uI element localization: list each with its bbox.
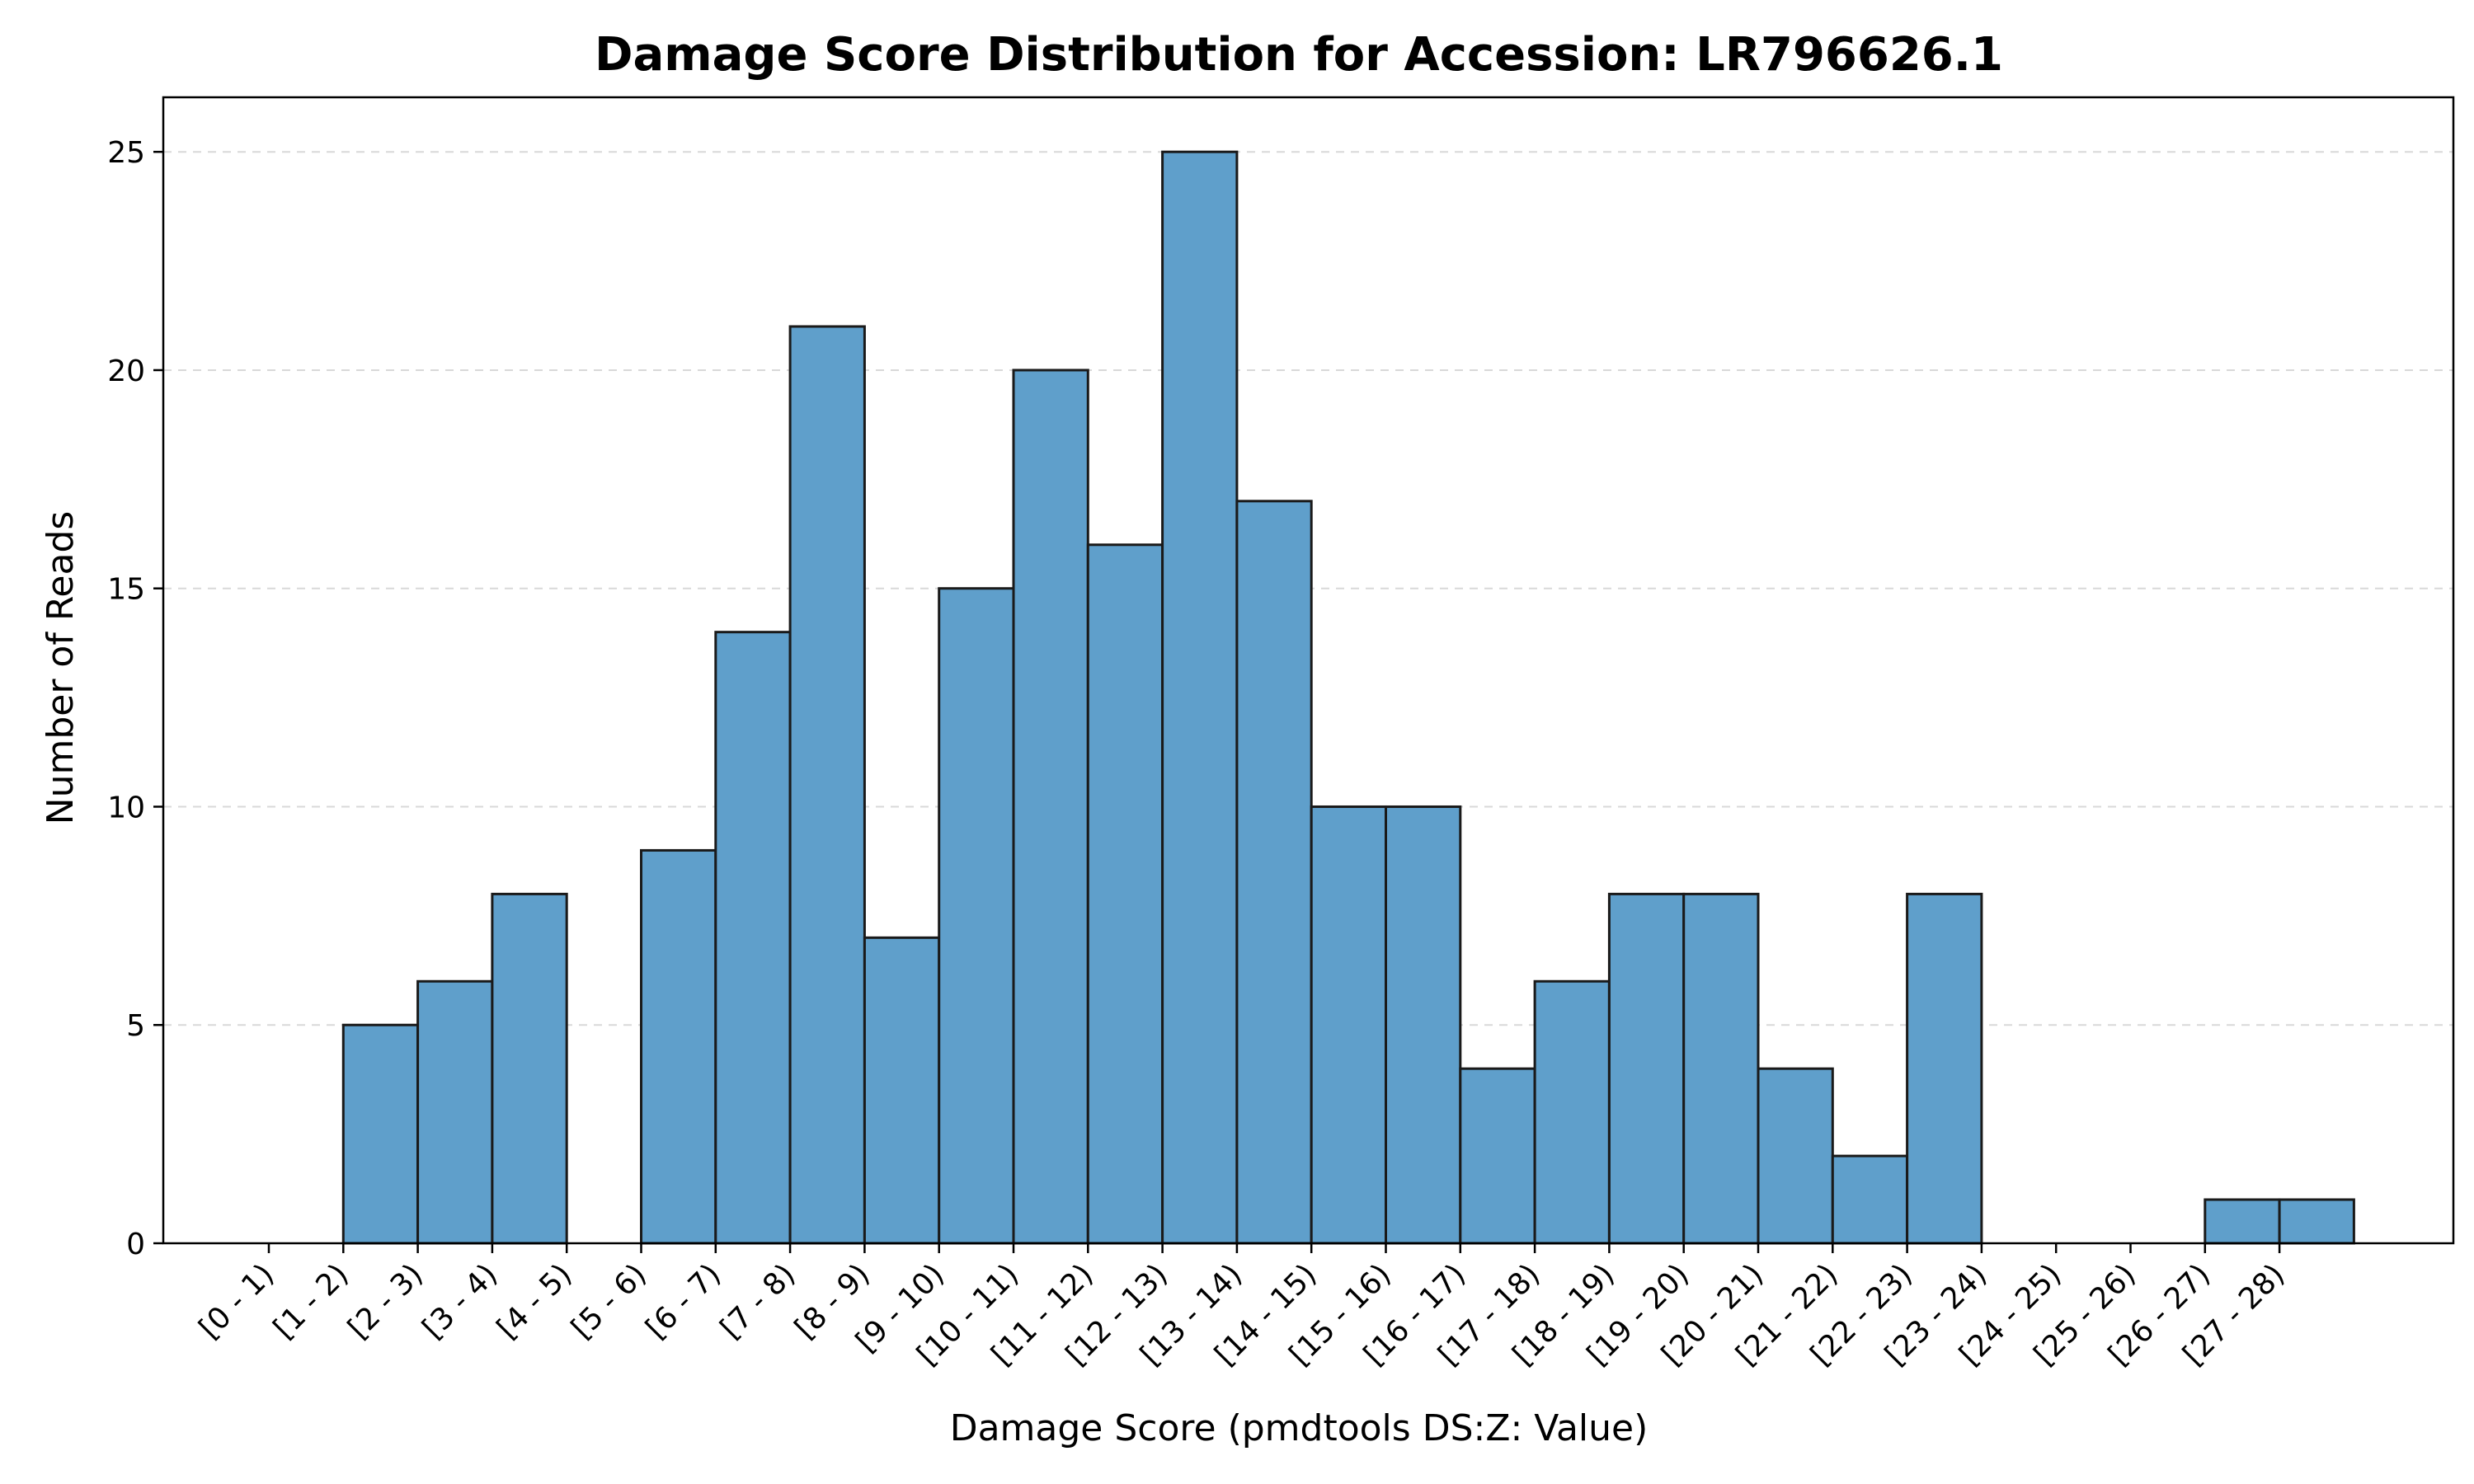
bar	[2278, 1198, 2355, 1245]
bar	[863, 936, 941, 1245]
bar	[1310, 805, 1387, 1245]
bar	[1459, 1067, 1536, 1245]
x-axis-label: Damage Score (pmdtools DS:Z: Value)	[950, 1407, 1649, 1449]
x-tick-label: [3 - 4)	[416, 1257, 505, 1345]
x-tick-label: [1 - 2)	[267, 1257, 355, 1345]
bar	[1012, 369, 1089, 1245]
x-tick-label: [7 - 8)	[714, 1257, 802, 1345]
bars	[341, 150, 2355, 1245]
x-tick-label: [2 - 3)	[341, 1257, 430, 1345]
y-tick-label: 25	[107, 136, 145, 170]
y-tick-label: 10	[107, 791, 145, 824]
bar	[1533, 979, 1611, 1245]
bar	[1385, 805, 1462, 1245]
x-tick-label: [4 - 5)	[491, 1257, 579, 1345]
bar	[1831, 1154, 1909, 1245]
bar	[640, 848, 717, 1245]
bar	[1235, 500, 1313, 1245]
plot-frame	[162, 96, 2455, 1245]
bar	[788, 325, 866, 1245]
x-tick-label: [5 - 6)	[565, 1257, 653, 1345]
x-tick-label: [6 - 7)	[640, 1257, 728, 1345]
y-tick-label: 20	[107, 355, 145, 388]
y-axis-label: Number of Reads	[40, 511, 82, 825]
bar	[1906, 892, 1983, 1245]
x-axis: [0 - 1)[1 - 2)[2 - 3)[3 - 4)[4 - 5)[5 - …	[193, 1243, 2291, 1372]
chart-title: Damage Score Distribution for Accession:…	[595, 28, 2003, 82]
y-axis: 0 5 10 15 20 25	[107, 136, 163, 1261]
x-tick-label: [0 - 1)	[193, 1257, 281, 1345]
bar	[341, 1023, 420, 1245]
y-tick-label: 0	[126, 1228, 145, 1261]
y-tick-label: 5	[126, 1009, 145, 1043]
y-tick-label: 15	[107, 573, 145, 607]
bar	[1086, 543, 1164, 1245]
bar	[1161, 150, 1239, 1245]
bar	[1682, 892, 1760, 1245]
bar	[714, 631, 792, 1245]
bar	[938, 587, 1015, 1245]
bar	[1607, 892, 1686, 1245]
bar	[491, 892, 568, 1245]
bar	[416, 979, 494, 1245]
bar	[1757, 1067, 1834, 1245]
bar	[2204, 1198, 2281, 1245]
